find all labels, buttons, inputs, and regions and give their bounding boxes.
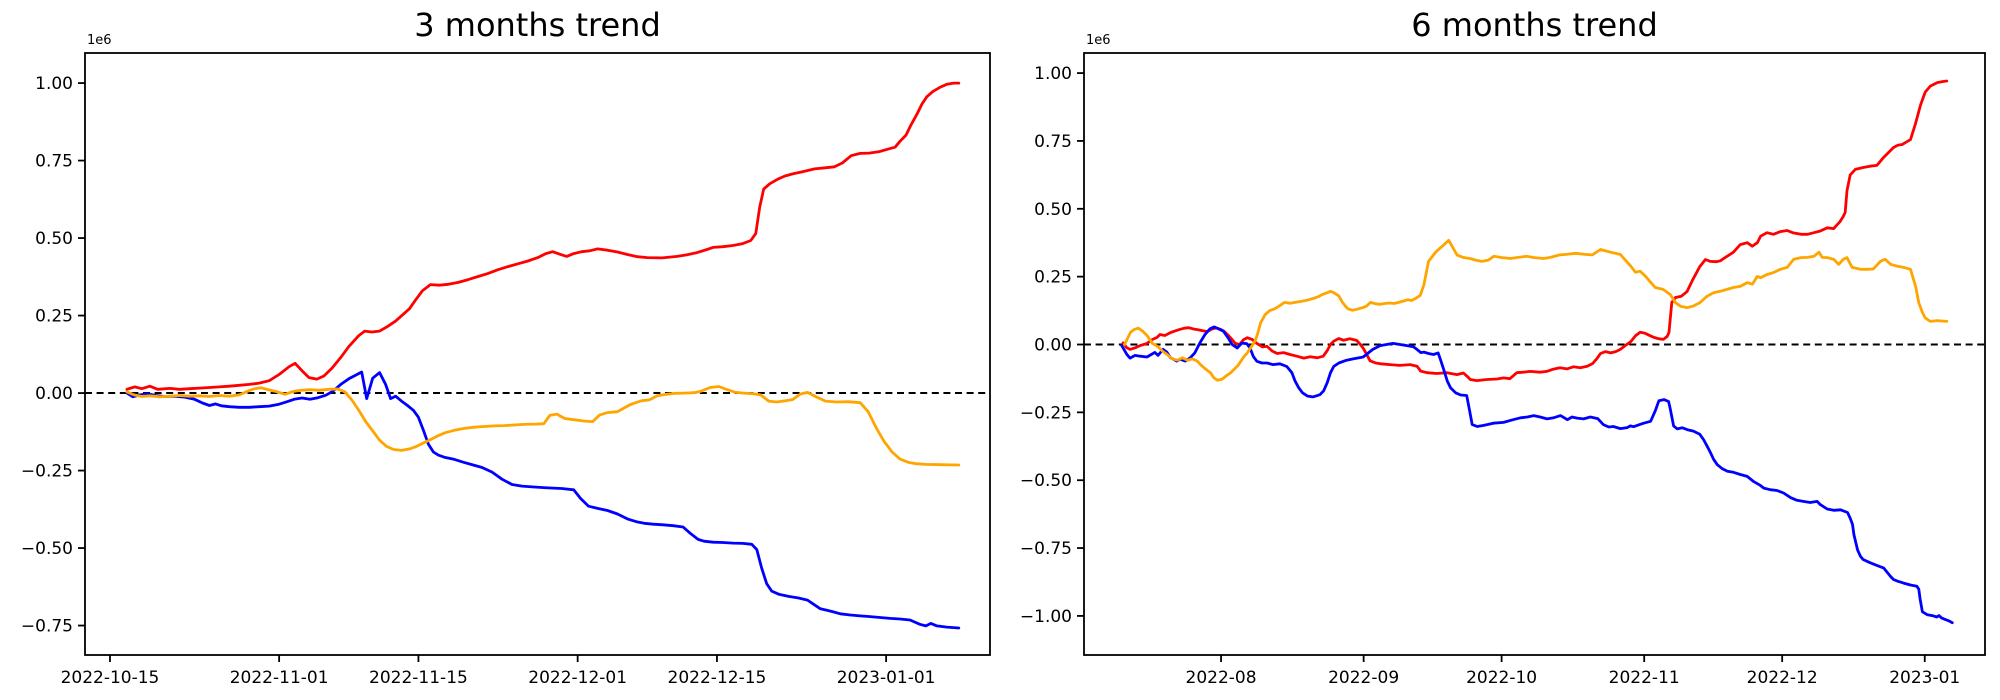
y-axis-offset-label-right: 1e6 (1086, 33, 1111, 48)
y-tick-label-left: 0.75 (35, 152, 73, 172)
y-tick-label-right: 0.25 (1034, 268, 1072, 288)
chart-right: 2022-08 2022-09 2022-10 2022-11 2022-12 2023-… (1020, 6, 1986, 688)
y-tick-label-left: 1.00 (35, 74, 73, 94)
y-tick-label-left: −0.75 (21, 617, 73, 637)
x-tick-label-left: 2022-11-15 (369, 668, 468, 688)
chart-title-right: 6 months trend (1411, 6, 1658, 44)
orange-series-line-right (1123, 238, 1949, 382)
y-tick-label-left: 0.25 (35, 307, 73, 327)
x-tick-label-right: 2022-12 (1747, 668, 1818, 688)
red-series-line-right (1121, 79, 1949, 383)
x-tick-label-right: 2022-10 (1466, 668, 1537, 688)
x-tick-label-left: 2022-11-01 (230, 668, 329, 688)
y-tick-label-right: 1.00 (1034, 64, 1072, 84)
y-tick-label-right: 0.00 (1034, 336, 1072, 356)
x-tick-label-left: 2023-01-01 (837, 668, 936, 688)
red-series-line-left (125, 81, 961, 391)
x-tick-label-right: 2022-11 (1609, 668, 1680, 688)
orange-series-line-left (125, 385, 961, 467)
chart-left: 2022-10-15 2022-11-01 2022-11-15 2022-12-01… (21, 6, 991, 688)
y-tick-label-right: −0.50 (1020, 471, 1072, 491)
y-tick-label-right: −0.75 (1020, 539, 1072, 559)
y-tick-label-left: −0.25 (21, 462, 73, 482)
x-tick-label-left: 2022-12-15 (668, 668, 767, 688)
chart-title-left: 3 months trend (414, 6, 661, 44)
y-axis-offset-label-left: 1e6 (87, 33, 112, 48)
y-tick-label-left: 0.00 (35, 384, 73, 404)
plot-border-right (1083, 52, 1986, 656)
blue-series-line-left (125, 370, 961, 630)
y-tick-label-left: 0.50 (35, 229, 73, 249)
y-tick-label-right: −0.25 (1020, 403, 1072, 423)
y-tick-label-right: 0.75 (1034, 132, 1072, 152)
y-tick-label-left: −0.50 (21, 539, 73, 559)
y-tick-label-right: −1.00 (1020, 607, 1072, 627)
x-tick-label-right: 2022-09 (1328, 668, 1399, 688)
y-tick-label-right: 0.50 (1034, 200, 1072, 220)
x-tick-label-right: 2022-08 (1186, 668, 1257, 688)
x-tick-label-right: 2023-01 (1889, 668, 1960, 688)
x-tick-label-left: 2022-12-01 (528, 668, 627, 688)
x-tick-label-left: 2022-10-15 (61, 668, 160, 688)
plot-border-left (84, 52, 991, 656)
